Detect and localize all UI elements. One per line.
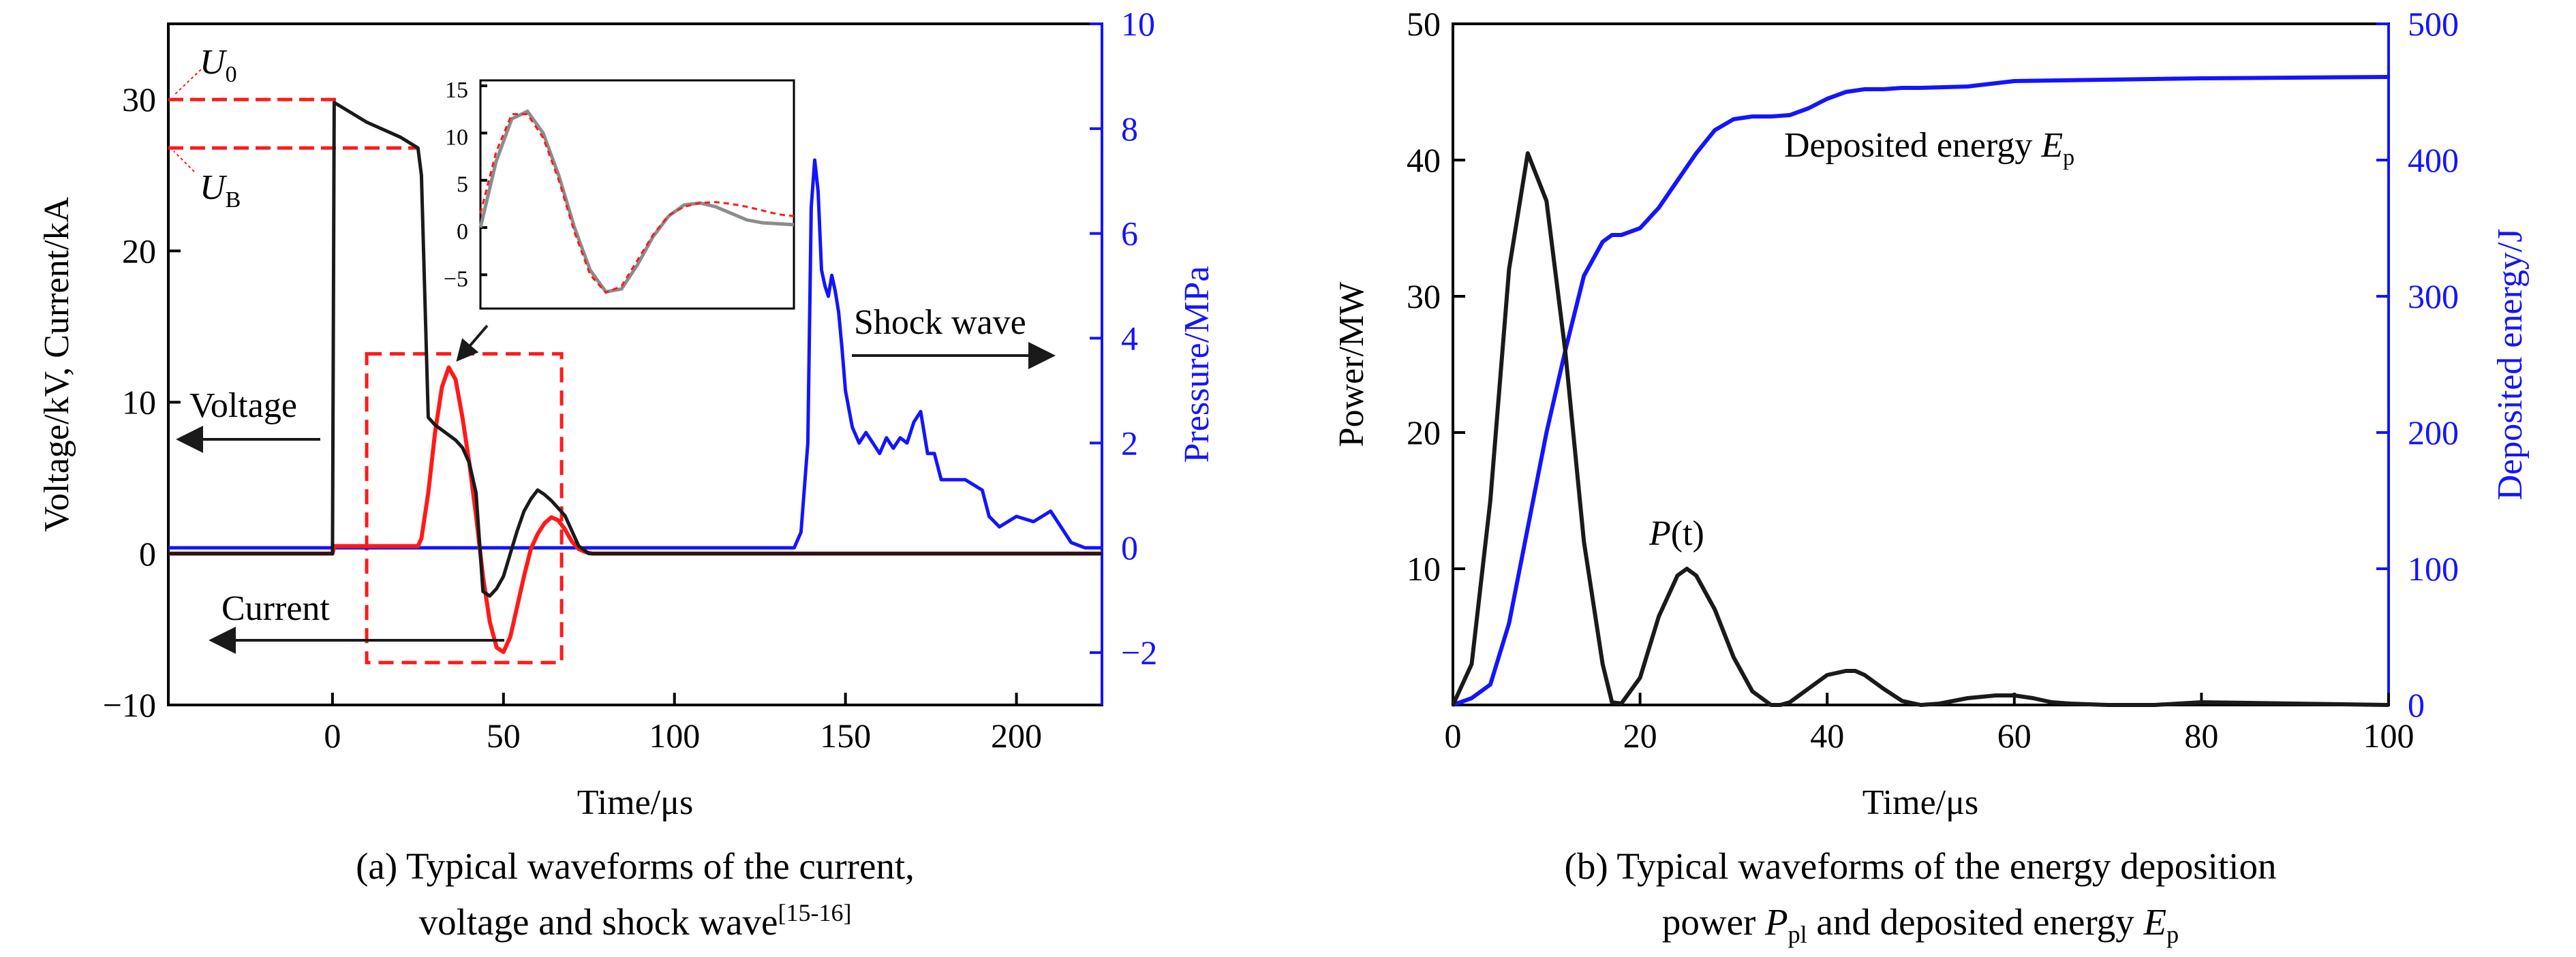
panel-a-y-axis-title-right: Pressure/MPa [1178, 266, 1216, 463]
inset-y-tick-label: 5 [457, 172, 468, 198]
a-x-tick-label: 200 [991, 717, 1042, 755]
b-x-tick-label: 40 [1810, 717, 1844, 755]
a-y-tick-left-label: 10 [122, 383, 156, 422]
a-y-tick-right-label: 8 [1121, 110, 1138, 148]
a-y-tick-right-label: 6 [1121, 215, 1138, 253]
a-y-tick-left-label: 20 [122, 232, 156, 270]
power-annotation: P(t) [1649, 514, 1704, 553]
u0-label: U0 [200, 43, 237, 87]
inset-chart: −5 0 5 10 15 [444, 78, 795, 310]
panel-a-x-axis-title: Time/μs [577, 783, 693, 822]
panel-a-x-ticks: 0 50 100 150 200 [324, 693, 1042, 755]
zoom-region-box [365, 351, 564, 665]
a-y-tick-right-label: 2 [1121, 424, 1138, 462]
voltage-annotation: Voltage [189, 386, 297, 425]
panel-a-caption-line1: (a) Typical waveforms of the current, [356, 845, 915, 887]
b-y-tick-left-label: 40 [1407, 141, 1441, 179]
series-power [1451, 151, 2389, 707]
inset-frame [479, 79, 795, 310]
series-deposited-energy [1452, 75, 2389, 707]
b-y-tick-right-label: 200 [2408, 413, 2459, 452]
current-annotation: Current [221, 589, 330, 628]
b-y-tick-left-label: 10 [1407, 550, 1441, 588]
a-y-tick-right-label: 4 [1121, 319, 1138, 358]
inset-y-tick-label: 15 [445, 78, 468, 103]
panel-b-y-ticks-right: 0 100 200 300 400 500 [2376, 5, 2459, 724]
deposited-energy-annotation: Deposited energy Ep [1784, 126, 2074, 170]
panel-b-y-ticks-left: 10 20 30 40 50 [1407, 5, 1465, 588]
u0-leader-line [173, 69, 202, 96]
a-y-tick-right-label: 0 [1121, 529, 1138, 567]
panel-b-x-ticks: 0 20 40 60 80 100 [1445, 693, 2414, 755]
inset-y-tick-label: 0 [457, 219, 468, 245]
b-y-tick-right-label: 400 [2408, 141, 2459, 179]
a-y-tick-left-label: 30 [122, 80, 156, 119]
a-y-tick-right-label: 10 [1121, 5, 1155, 43]
ub-leader-line [173, 151, 195, 172]
panel-b-caption-line2: power Ppl and deposited energy Ep [1662, 901, 2179, 948]
b-x-tick-label: 20 [1623, 717, 1657, 755]
shock-wave-annotation: Shock wave [854, 303, 1026, 342]
a-y-tick-right-label: −2 [1121, 633, 1157, 672]
inset-y-tick-label: −5 [444, 266, 468, 292]
b-x-tick-label: 80 [2184, 717, 2218, 755]
panel-a: 0 50 100 150 200 −10 0 10 20 30 −2 0 2 4 6 8 10 −5 0 5 10… [37, 5, 1216, 943]
panel-b-y-axis-title-left: Power/MW [1332, 282, 1371, 448]
panel-b-x-axis-title: Time/μs [1862, 783, 1978, 822]
b-y-tick-right-label: 100 [2408, 550, 2459, 588]
b-y-tick-left-label: 50 [1407, 5, 1441, 43]
b-y-tick-right-label: 300 [2408, 277, 2459, 315]
inset-y-ticks: −5 0 5 10 15 [444, 78, 487, 292]
series-voltage [168, 101, 1102, 598]
inset-series-red-dashed [479, 113, 795, 294]
b-x-tick-label: 100 [2363, 717, 2414, 755]
b-x-tick-label: 0 [1445, 717, 1462, 755]
a-y-tick-left-label: −10 [103, 686, 156, 724]
panel-a-y-ticks-left: −10 0 10 20 30 [103, 80, 181, 724]
a-x-tick-label: 50 [487, 717, 521, 755]
a-x-tick-label: 150 [820, 717, 871, 755]
inset-y-tick-label: 10 [445, 125, 468, 150]
panel-b-caption-line1: (b) Typical waveforms of the energy depo… [1565, 845, 2277, 887]
panel-a-caption-line2: voltage and shock wave[15-16] [419, 899, 852, 943]
inset-pointer-arrow [456, 324, 489, 362]
panel-a-y-ticks-right: −2 0 2 4 6 8 10 [1090, 5, 1157, 672]
panel-a-y-axis-title-left: Voltage/kV, Current/kA [37, 197, 76, 532]
b-x-tick-label: 60 [1997, 717, 2031, 755]
a-x-tick-label: 100 [649, 717, 700, 755]
a-y-tick-left-label: 0 [139, 535, 156, 573]
inset-series-gray [478, 109, 795, 294]
b-y-tick-right-label: 0 [2408, 686, 2425, 724]
ub-label: UB [200, 168, 241, 213]
series-current [168, 365, 1102, 655]
b-y-tick-left-label: 20 [1407, 413, 1441, 452]
b-y-tick-right-label: 500 [2408, 5, 2459, 43]
b-y-tick-left-label: 30 [1407, 277, 1441, 315]
panel-b-y-axis-title-right: Deposited energy/J [2491, 228, 2530, 500]
series-shock-wave [168, 158, 1102, 550]
a-x-tick-label: 0 [324, 717, 341, 755]
